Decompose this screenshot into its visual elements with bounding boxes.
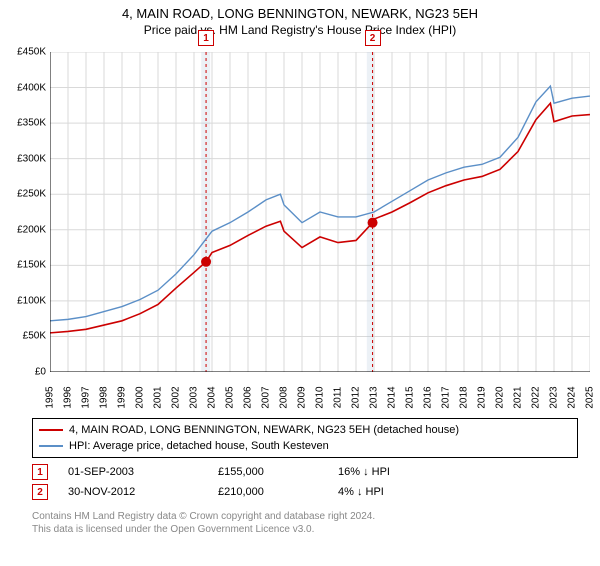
y-tick-label: £300K [17, 153, 46, 164]
plot-svg [50, 52, 590, 372]
legend-label-1: 4, MAIN ROAD, LONG BENNINGTON, NEWARK, N… [69, 424, 459, 436]
marker-row-2: 2 30-NOV-2012 £210,000 4% ↓ HPI [32, 482, 458, 502]
x-tick-label: 2025 [585, 386, 596, 408]
chart-container: 4, MAIN ROAD, LONG BENNINGTON, NEWARK, N… [0, 6, 600, 566]
y-tick-label: £400K [17, 82, 46, 93]
x-tick-label: 2002 [171, 386, 182, 408]
y-tick-label: £350K [17, 118, 46, 129]
x-tick-label: 1995 [45, 386, 56, 408]
marker-badge-2: 2 [32, 484, 48, 500]
x-tick-label: 2003 [189, 386, 200, 408]
x-tick-label: 2006 [243, 386, 254, 408]
marker-delta-1: 16% ↓ HPI [338, 466, 458, 478]
x-tick-label: 2013 [369, 386, 380, 408]
y-tick-label: £0 [35, 367, 46, 378]
x-tick-label: 2004 [207, 386, 218, 408]
x-tick-label: 2018 [459, 386, 470, 408]
marker-delta-2: 4% ↓ HPI [338, 486, 458, 498]
x-tick-label: 1996 [63, 386, 74, 408]
x-tick-label: 2014 [387, 386, 398, 408]
x-tick-label: 1997 [81, 386, 92, 408]
x-tick-label: 2020 [495, 386, 506, 408]
chart-marker-badge: 2 [365, 30, 381, 46]
legend-label-2: HPI: Average price, detached house, Sout… [69, 440, 329, 452]
x-tick-label: 2001 [153, 386, 164, 408]
x-tick-label: 2019 [477, 386, 488, 408]
chart-marker-badge: 1 [198, 30, 214, 46]
legend-item-2: HPI: Average price, detached house, Sout… [39, 438, 571, 454]
x-tick-label: 2024 [567, 386, 578, 408]
marker-row-1: 1 01-SEP-2003 £155,000 16% ↓ HPI [32, 462, 458, 482]
legend-swatch-2 [39, 445, 63, 447]
legend-swatch-1 [39, 429, 63, 431]
x-tick-label: 2005 [225, 386, 236, 408]
attribution-line-1: Contains HM Land Registry data © Crown c… [32, 510, 375, 523]
marker-price-1: £155,000 [218, 466, 338, 478]
x-tick-label: 2017 [441, 386, 452, 408]
x-tick-label: 2007 [261, 386, 272, 408]
x-tick-label: 2016 [423, 386, 434, 408]
x-tick-label: 2022 [531, 386, 542, 408]
x-tick-label: 2021 [513, 386, 524, 408]
y-tick-label: £450K [17, 47, 46, 58]
chart-title: 4, MAIN ROAD, LONG BENNINGTON, NEWARK, N… [0, 6, 600, 21]
y-tick-label: £50K [23, 331, 46, 342]
x-tick-label: 2015 [405, 386, 416, 408]
y-tick-label: £200K [17, 224, 46, 235]
marker-price-2: £210,000 [218, 486, 338, 498]
marker-date-2: 30-NOV-2012 [68, 486, 218, 498]
x-tick-label: 2012 [351, 386, 362, 408]
legend: 4, MAIN ROAD, LONG BENNINGTON, NEWARK, N… [32, 418, 578, 458]
y-tick-label: £100K [17, 295, 46, 306]
x-tick-label: 1999 [117, 386, 128, 408]
x-tick-label: 2008 [279, 386, 290, 408]
y-tick-label: £150K [17, 260, 46, 271]
x-tick-label: 2009 [297, 386, 308, 408]
marker-date-1: 01-SEP-2003 [68, 466, 218, 478]
y-tick-label: £250K [17, 189, 46, 200]
x-tick-label: 2010 [315, 386, 326, 408]
attribution-line-2: This data is licensed under the Open Gov… [32, 523, 375, 536]
sale-marker-table: 1 01-SEP-2003 £155,000 16% ↓ HPI 2 30-NO… [32, 462, 458, 502]
x-tick-label: 2011 [333, 387, 344, 409]
x-tick-label: 1998 [99, 386, 110, 408]
chart-subtitle: Price paid vs. HM Land Registry's House … [0, 23, 600, 37]
x-tick-label: 2000 [135, 386, 146, 408]
marker-badge-1: 1 [32, 464, 48, 480]
attribution: Contains HM Land Registry data © Crown c… [32, 510, 375, 536]
x-tick-label: 2023 [549, 386, 560, 408]
chart-area: £0£50K£100K£150K£200K£250K£300K£350K£400… [50, 52, 590, 372]
legend-item-1: 4, MAIN ROAD, LONG BENNINGTON, NEWARK, N… [39, 422, 571, 438]
